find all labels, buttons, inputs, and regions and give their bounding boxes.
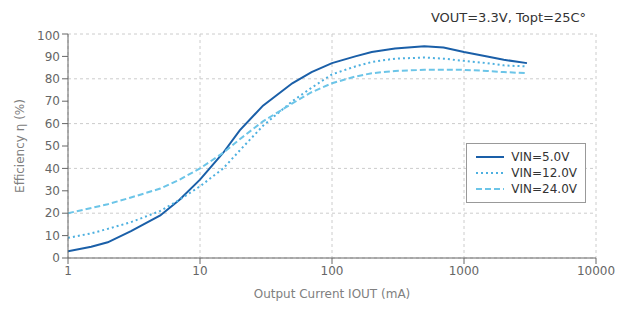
svg-text:50: 50: [45, 139, 60, 153]
svg-text:100: 100: [37, 29, 60, 43]
svg-text:30: 30: [45, 184, 60, 198]
svg-text:10: 10: [45, 229, 60, 243]
html-text:VOUT=3.3V, Topt=25C°: VOUT=3.3V, Topt=25C°: [430, 10, 586, 25]
html-text:VIN=24.0V: VIN=24.0V: [511, 181, 577, 196]
svg-text:Efficiency η (%): Efficiency η (%): [13, 99, 27, 193]
svg-text:1: 1: [64, 264, 72, 278]
html-text:VIN=5.0V: VIN=5.0V: [511, 149, 570, 164]
html-text:VIN=12.0V: VIN=12.0V: [511, 165, 577, 180]
svg-text:80: 80: [45, 72, 60, 86]
svg-text:10000: 10000: [577, 264, 615, 278]
svg-text:90: 90: [45, 50, 60, 64]
svg-text:1000: 1000: [449, 264, 480, 278]
svg-text:20: 20: [45, 206, 60, 220]
svg-text:100: 100: [321, 264, 344, 278]
svg-text:0: 0: [52, 251, 60, 265]
svg-text:10: 10: [192, 264, 207, 278]
svg-text:60: 60: [45, 117, 60, 131]
svg-text:40: 40: [45, 162, 60, 176]
svg-text:Output Current IOUT (mA): Output Current IOUT (mA): [254, 287, 411, 301]
svg-text:70: 70: [45, 94, 60, 108]
